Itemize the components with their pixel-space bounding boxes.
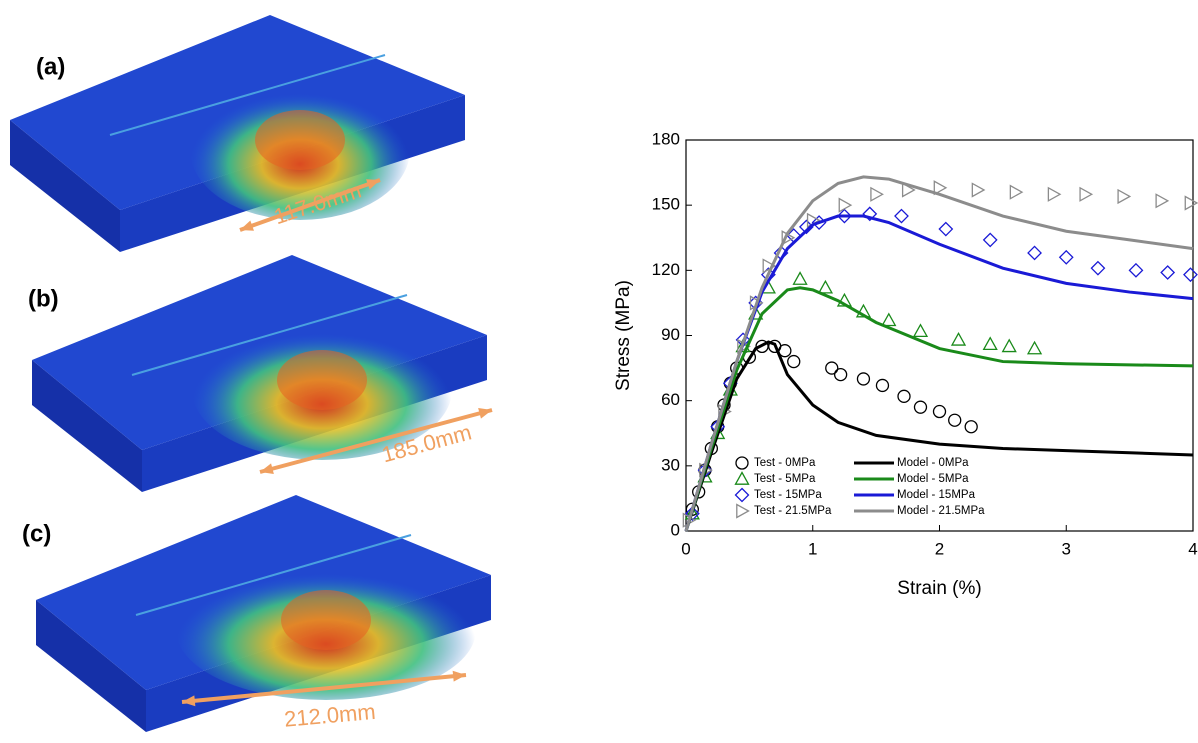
data-point xyxy=(894,208,909,224)
chart: 0 30 60 90 120 150 180 0 1 2 3 4 Strain (%) Stress (M… xyxy=(613,129,1198,599)
damage-core xyxy=(277,350,367,410)
legend-label: Test - 21.5MPa xyxy=(754,505,832,517)
data-point xyxy=(837,208,852,224)
data-point xyxy=(1009,184,1024,200)
measure-arrow xyxy=(181,673,467,704)
legend-label: Test - 0MPa xyxy=(754,457,816,469)
data-point xyxy=(964,420,978,434)
data-point xyxy=(870,186,884,202)
arrow-head xyxy=(478,408,492,419)
legend-marker xyxy=(736,503,750,519)
arrow-head xyxy=(260,463,274,474)
data-point xyxy=(913,400,928,414)
legend-marker xyxy=(735,456,749,470)
data-point xyxy=(787,354,801,369)
x-tick-label: 3 xyxy=(1062,539,1071,558)
data-point xyxy=(792,271,808,285)
data-point xyxy=(971,182,986,198)
simulation-panel: 212.0mm xyxy=(36,495,491,732)
data-point xyxy=(833,367,848,382)
damage-core xyxy=(281,590,371,650)
data-point xyxy=(684,506,700,522)
panel-label: (c) xyxy=(22,520,51,547)
arrow-head xyxy=(240,220,254,231)
data-point xyxy=(817,279,834,294)
measure-arrow xyxy=(259,408,493,474)
data-point xyxy=(1026,340,1043,355)
arrow-head xyxy=(366,179,380,190)
data-point xyxy=(932,404,947,419)
data-point xyxy=(950,332,967,346)
data-point xyxy=(1090,260,1106,276)
data-point xyxy=(901,182,916,198)
data-point xyxy=(862,206,878,222)
model-line xyxy=(684,286,1194,532)
y-tick-label: 120 xyxy=(652,260,680,279)
data-point xyxy=(875,378,890,393)
data-point xyxy=(982,336,998,351)
arrow-head xyxy=(452,670,466,682)
data-point xyxy=(1027,245,1042,261)
data-point xyxy=(912,323,929,338)
block-side xyxy=(36,600,146,732)
model-line xyxy=(684,340,1194,532)
legend-label: Model - 0MPa xyxy=(897,457,969,469)
panels: 117.0mm(a) 185.0mm(b) 212.0mm (c) xyxy=(10,15,493,732)
legend-label: Test - 15MPa xyxy=(754,489,822,501)
data-point xyxy=(1184,195,1198,211)
x-tick-label: 1 xyxy=(808,539,817,558)
measure-label: 212.0mm xyxy=(283,699,377,732)
data-point xyxy=(1079,186,1094,202)
legend-marker xyxy=(734,487,750,503)
data-point xyxy=(838,197,853,213)
data-point xyxy=(881,312,897,327)
legend-marker xyxy=(734,471,750,485)
legend: Test - 0MPa Test - 5MPa Test - 15MPa Test -… xyxy=(734,456,985,519)
block-side xyxy=(32,360,142,492)
legend-label: Model - 21.5MPa xyxy=(897,505,985,517)
simulation-panel: 117.0mm xyxy=(10,15,465,252)
data-point xyxy=(825,361,839,375)
x-tick-label: 0 xyxy=(681,539,690,558)
simulation-panel: 185.0mm xyxy=(32,255,493,492)
x-axis-label: Strain (%) xyxy=(897,578,981,599)
data-point xyxy=(982,232,998,248)
data-point xyxy=(897,389,911,403)
data-point xyxy=(1183,267,1198,283)
data-point xyxy=(1155,193,1170,209)
block-side xyxy=(10,120,120,252)
data-point xyxy=(755,339,769,354)
data-point xyxy=(1160,265,1176,280)
y-axis-label: Stress (MPa) xyxy=(613,280,634,391)
y-tick-label: 90 xyxy=(661,325,680,344)
panel-label: (b) xyxy=(28,285,59,312)
arrow-head xyxy=(182,695,196,707)
data-point xyxy=(938,221,954,237)
data-point xyxy=(1047,186,1062,202)
legend-label: Model - 5MPa xyxy=(897,473,969,485)
y-tick-label: 0 xyxy=(671,520,680,539)
x-tick-label: 2 xyxy=(935,539,944,558)
data-point xyxy=(948,413,962,427)
y-tick-label: 180 xyxy=(652,129,680,148)
data-point xyxy=(1117,188,1132,205)
x-tick-label: 4 xyxy=(1188,539,1197,558)
panel-label: (a) xyxy=(36,53,65,80)
measure-arrow xyxy=(239,178,381,232)
model-line xyxy=(684,175,1194,532)
data-point xyxy=(933,180,948,196)
data-point xyxy=(1001,338,1017,353)
y-tick-label: 150 xyxy=(652,195,680,214)
data-point xyxy=(1058,249,1074,265)
y-tick-label: 30 xyxy=(661,455,680,474)
legend-label: Test - 5MPa xyxy=(754,473,816,485)
legend-label: Model - 15MPa xyxy=(897,489,976,501)
data-point xyxy=(1128,262,1144,278)
data-point xyxy=(856,372,871,386)
y-tick-label: 60 xyxy=(661,390,680,409)
damage-core xyxy=(255,110,345,170)
